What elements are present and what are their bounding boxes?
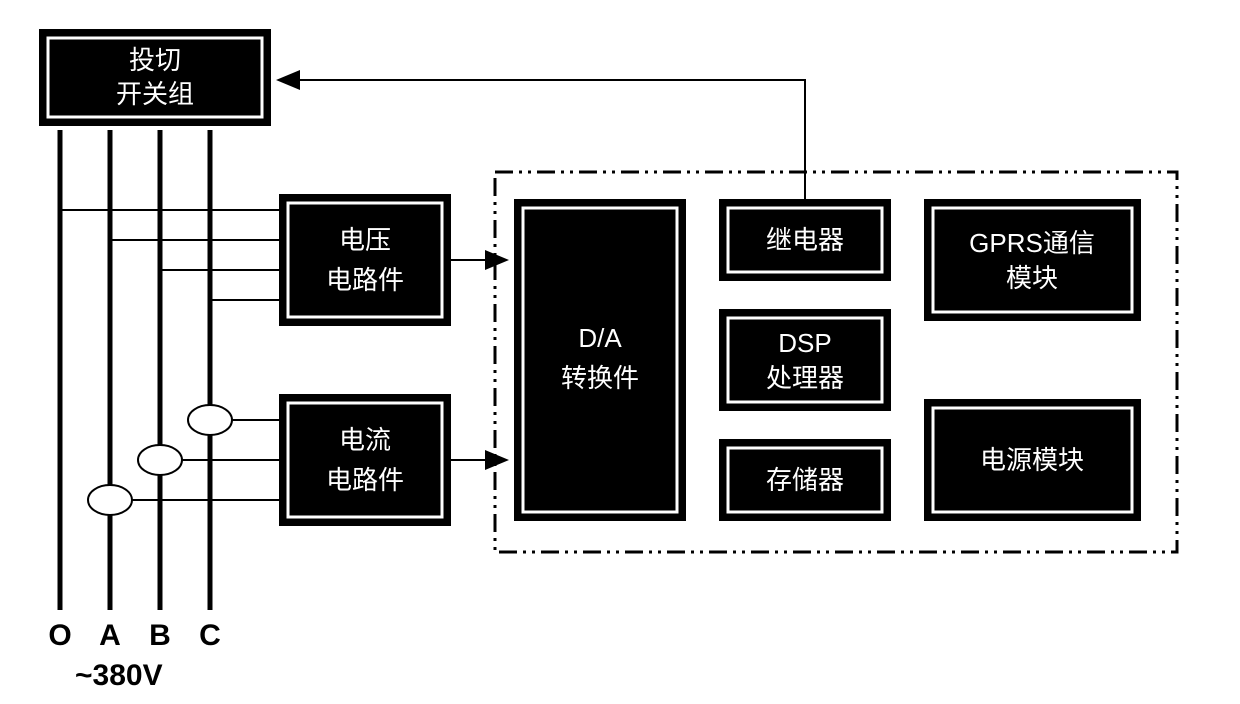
svg-text:DSP: DSP — [778, 328, 831, 358]
dsp-block: DSP 处理器 — [720, 310, 890, 410]
da-converter-block: D/A 转换件 — [515, 200, 685, 520]
svg-text:电源模块: 电源模块 — [980, 445, 1084, 475]
bus-label-B: B — [149, 619, 171, 652]
svg-text:电路件: 电路件 — [326, 265, 404, 295]
gprs-block: GPRS通信 模块 — [925, 200, 1140, 320]
switch-group-block: 投切 开关组 — [40, 30, 270, 125]
voltage-circuit-block: 电压 电路件 — [280, 195, 450, 325]
svg-text:D/A: D/A — [578, 323, 622, 353]
voltage-label: ~380V — [75, 659, 163, 692]
svg-text:电路件: 电路件 — [326, 465, 404, 495]
current-circuit-block: 电流 电路件 — [280, 395, 450, 525]
svg-text:转换件: 转换件 — [561, 363, 639, 393]
block-diagram: O A B C ~380V 投切 开关组 电压 电路件 电流 电路件 D/A 转… — [0, 0, 1240, 704]
bus-lines — [60, 130, 210, 610]
svg-text:电流: 电流 — [339, 425, 391, 455]
bus-label-O: O — [48, 619, 71, 652]
svg-text:投切: 投切 — [129, 45, 181, 75]
svg-text:存储器: 存储器 — [766, 465, 844, 495]
svg-text:GPRS通信: GPRS通信 — [969, 228, 1095, 258]
svg-text:开关组: 开关组 — [116, 79, 194, 109]
current-sensors — [88, 405, 280, 515]
bus-labels: O A B C ~380V — [48, 619, 221, 692]
bus-label-A: A — [99, 619, 121, 652]
bus-label-C: C — [199, 619, 221, 652]
svg-text:继电器: 继电器 — [766, 225, 844, 255]
storage-block: 存储器 — [720, 440, 890, 520]
power-block: 电源模块 — [925, 400, 1140, 520]
svg-text:电压: 电压 — [339, 225, 391, 255]
voltage-tap-lines — [60, 210, 280, 300]
svg-text:处理器: 处理器 — [766, 363, 844, 393]
svg-text:模块: 模块 — [1006, 263, 1058, 293]
relay-block: 继电器 — [720, 200, 890, 280]
